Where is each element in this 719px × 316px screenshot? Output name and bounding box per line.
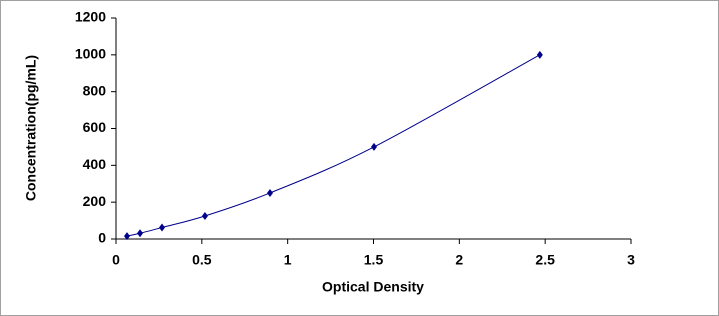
- point: [137, 229, 144, 238]
- x-tick-label: 1: [284, 252, 292, 268]
- x-tick-label: 0.5: [192, 252, 212, 268]
- y-axis-title: Concentration(pg/mL): [23, 55, 39, 201]
- x-tick-label: 3: [627, 252, 635, 268]
- y-tick-label: 800: [83, 82, 107, 98]
- x-tick-label: 1.5: [364, 252, 384, 268]
- point: [371, 142, 378, 151]
- point: [266, 188, 273, 197]
- point: [201, 211, 208, 220]
- x-tick-label: 2.5: [535, 252, 555, 268]
- y-tick-label: 1200: [75, 9, 106, 25]
- y-tick-label: 400: [83, 156, 107, 172]
- x-axis-title: Optical Density: [322, 279, 424, 295]
- point: [123, 232, 130, 241]
- y-tick-label: 0: [98, 230, 106, 246]
- point: [159, 223, 166, 232]
- x-tick-label: 0: [112, 252, 120, 268]
- y-tick-label: 1000: [75, 46, 106, 62]
- y-tick-label: 200: [83, 193, 107, 209]
- y-tick-label: 600: [83, 119, 107, 135]
- point: [536, 50, 543, 59]
- x-tick-label: 2: [455, 252, 463, 268]
